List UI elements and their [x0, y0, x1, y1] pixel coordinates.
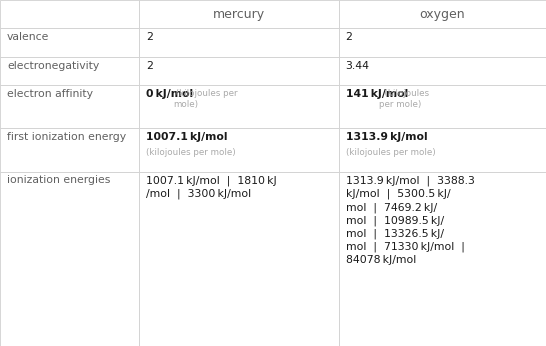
Text: 2: 2	[346, 32, 353, 42]
Bar	[139, 172, 339, 346]
Text: 2: 2	[146, 32, 153, 42]
Text: electron affinity: electron affinity	[7, 89, 93, 99]
Bar	[0, 0, 139, 28]
Bar	[0, 85, 139, 128]
Bar	[139, 128, 339, 172]
Text: (kilojoules per mole): (kilojoules per mole)	[146, 147, 236, 156]
Text: 1313.9 kJ/mol  |  3388.3
kJ/mol  |  5300.5 kJ/
mol  |  7469.2 kJ/
mol  |  10989.: 1313.9 kJ/mol | 3388.3 kJ/mol | 5300.5 k…	[346, 175, 474, 265]
Bar	[139, 57, 339, 85]
Bar	[0, 128, 139, 172]
Text: mercury: mercury	[213, 8, 265, 21]
Bar	[139, 0, 339, 28]
Text: oxygen: oxygen	[419, 8, 465, 21]
Text: 0 kJ/mol: 0 kJ/mol	[146, 89, 193, 99]
Bar	[0, 57, 139, 85]
Text: (kilojoules
per mole): (kilojoules per mole)	[379, 89, 430, 109]
Text: valence: valence	[7, 32, 50, 42]
Bar	[0, 172, 139, 346]
Bar	[339, 28, 546, 57]
Text: 1313.9 kJ/mol: 1313.9 kJ/mol	[346, 132, 427, 142]
Text: first ionization energy: first ionization energy	[7, 132, 126, 142]
Bar	[139, 28, 339, 57]
Text: 1007.1 kJ/mol: 1007.1 kJ/mol	[146, 132, 228, 142]
Bar	[339, 128, 546, 172]
Text: (kilojoules per mole): (kilojoules per mole)	[346, 147, 435, 156]
Text: 1007.1 kJ/mol  |  1810 kJ
/mol  |  3300 kJ/mol: 1007.1 kJ/mol | 1810 kJ /mol | 3300 kJ/m…	[146, 175, 277, 199]
Bar	[139, 85, 339, 128]
Bar	[339, 57, 546, 85]
Text: 3.44: 3.44	[346, 61, 370, 71]
Text: 2: 2	[146, 61, 153, 71]
Bar	[339, 85, 546, 128]
Text: electronegativity: electronegativity	[7, 61, 99, 71]
Bar	[339, 172, 546, 346]
Bar	[339, 0, 546, 28]
Text: 141 kJ/mol: 141 kJ/mol	[346, 89, 408, 99]
Text: (kilojoules per
mole): (kilojoules per mole)	[174, 89, 238, 109]
Bar	[0, 28, 139, 57]
Text: ionization energies: ionization energies	[7, 175, 110, 185]
